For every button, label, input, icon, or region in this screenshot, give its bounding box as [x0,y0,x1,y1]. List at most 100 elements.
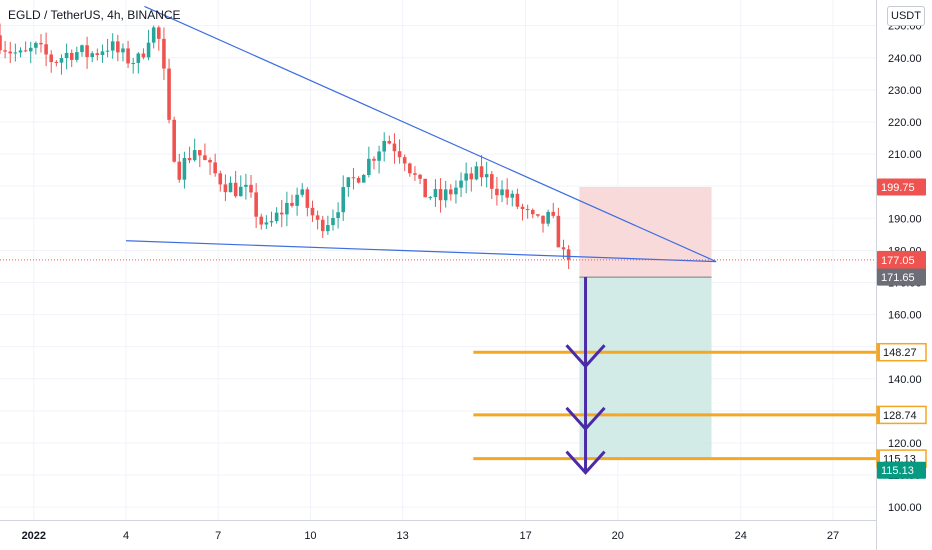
candle [566,245,571,270]
candle-body [279,212,284,215]
candle [387,135,392,145]
candle-body [464,173,468,181]
candle-body [546,211,550,224]
candle-body [172,119,176,162]
candle-body [387,140,392,144]
candle [377,145,381,174]
candle [310,200,315,222]
stop-price-badge: 199.75 [877,178,926,196]
candle-body [0,35,2,51]
candle [64,43,69,70]
time-tick-label: 13 [397,530,409,542]
candle [500,180,504,203]
candle [530,208,535,219]
candle-body [392,143,397,152]
candle-body [136,53,141,63]
candle-body [274,212,279,222]
candle [459,172,463,198]
candle [556,207,561,248]
arrow-chevron [565,406,606,432]
candle-body [182,157,187,180]
candle-body [39,42,43,45]
entry-price-badge: 171.65 [877,268,926,286]
candle-body [402,157,407,164]
candle-body [541,215,545,224]
candle-body [223,184,228,193]
candle-body [90,53,95,58]
candle [80,44,84,57]
candle-body [336,212,340,219]
candle-body [413,173,417,175]
candle [167,58,171,124]
candle-body [264,222,269,225]
candle-body [290,202,294,206]
candle-body [85,45,89,58]
candle-body [249,184,253,193]
candle [136,52,141,74]
interval-label[interactable]: 4h [107,8,121,22]
candle-body [100,51,105,55]
price-tick-label: 190.00 [888,213,922,225]
candle [110,33,115,59]
candle [141,48,146,60]
candle [0,23,2,55]
candle [162,27,166,80]
time-tick-label: 27 [827,530,839,542]
candle [300,183,305,198]
candle-body [233,182,238,197]
time-tick-label: 17 [519,530,531,542]
candle [192,138,197,162]
candle [443,180,448,208]
candle-body [167,68,171,120]
candle [23,41,28,53]
time-tick-label: 24 [735,530,747,542]
target-price-badge-mark [877,406,880,424]
target-price-badge-label: 148.27 [883,347,917,359]
candle-body [141,53,146,58]
candle [157,25,161,51]
candle [433,179,438,207]
title-separator: , [100,8,108,22]
candle-body [23,50,28,52]
symbol-label[interactable]: EGLD / TetherUS [8,8,101,22]
upper-trendline [144,5,717,263]
candle-body [443,189,448,201]
candle [131,57,135,74]
candle-body [341,187,346,213]
candle [367,146,371,178]
candle [372,156,376,170]
candle [274,207,279,224]
candle-body [367,158,371,175]
candle-body [510,193,515,198]
target-price-badge-label: 128.74 [883,410,917,422]
candle-body [310,207,315,216]
candle-body [433,189,438,198]
price-tick-label: 220.00 [888,117,922,129]
candle-body [500,189,504,196]
currency-button[interactable]: USDT [887,6,925,26]
candle-body [64,52,69,59]
candle [208,157,212,175]
candle [418,173,422,185]
candle [3,40,7,59]
candle-body [285,202,289,215]
candle-body [75,52,79,60]
candle [279,199,284,228]
candle-body [474,166,479,180]
candle [326,215,330,235]
candle-body [382,140,387,152]
candle [305,187,310,217]
candle-body [346,177,351,188]
candle-body [438,189,443,201]
candle-body [105,50,110,52]
candle-body [34,42,38,48]
target-close-badge: 115.13 [877,461,926,479]
last-price-badge-label: 177.05 [881,255,915,267]
candle [34,41,38,55]
candle-body [300,189,305,195]
candle [541,215,545,233]
candle [382,132,387,162]
candle [546,209,550,227]
price-tick-label: 210.00 [888,149,922,161]
